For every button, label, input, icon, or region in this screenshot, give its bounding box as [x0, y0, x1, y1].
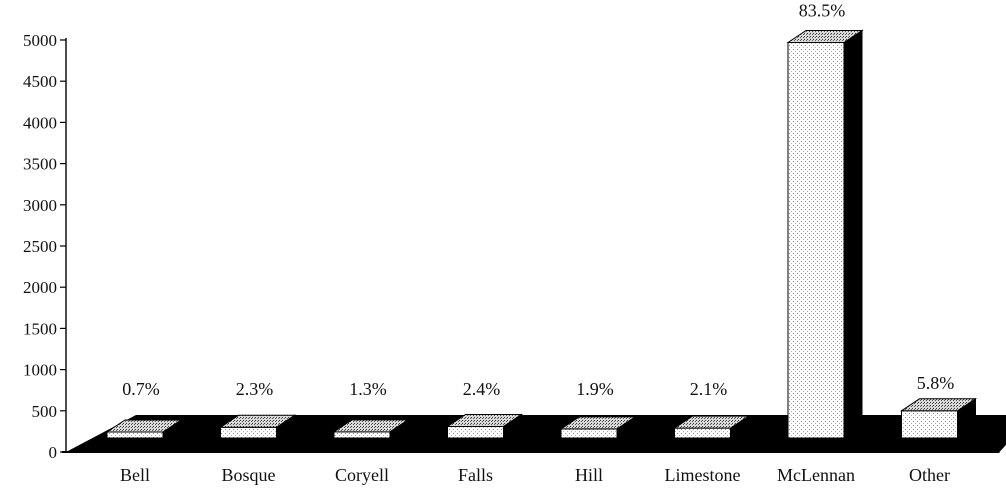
bar-other	[899, 397, 978, 439]
bar-falls	[445, 413, 524, 439]
x-axis-labels: Bell Bosque Coryell Falls Hill Limestone McLen…	[120, 465, 950, 485]
bar-hill	[559, 416, 637, 439]
bar-top	[672, 415, 751, 429]
x-tick-label: Falls	[458, 465, 493, 485]
data-label-bell: 0.7%	[122, 379, 160, 399]
bar-top	[445, 413, 524, 427]
bar-front	[674, 427, 731, 439]
x-tick-label: Coryell	[335, 465, 389, 485]
bar-top	[559, 416, 637, 430]
y-tick-label: 0	[49, 443, 58, 462]
x-tick-label: Limestone	[665, 465, 741, 485]
y-tick-label: 4500	[23, 72, 57, 91]
bar-limestone	[672, 415, 751, 439]
x-tick-label: Other	[909, 465, 950, 485]
y-tick-label: 1500	[23, 319, 57, 338]
y-tick-label: 3000	[23, 196, 57, 215]
data-label-coryell: 1.3%	[349, 379, 387, 399]
bar-front	[106, 431, 164, 439]
bar-front	[220, 426, 277, 439]
data-label-other: 5.8%	[917, 373, 955, 393]
data-label-hill: 1.9%	[576, 379, 614, 399]
bar-top	[105, 419, 183, 433]
x-tick-label: Hill	[575, 465, 603, 485]
y-tick-label: 2500	[23, 237, 57, 256]
bar-top	[332, 419, 410, 433]
x-tick-label: Bosque	[222, 465, 276, 485]
bar-mclennan	[786, 29, 864, 439]
bar-front	[560, 428, 618, 439]
floor-surface	[66, 415, 1006, 452]
data-labels: 0.7% 2.3% 1.3% 2.4% 1.9% 2.1% 83.5% 5.8%	[122, 0, 954, 399]
bar-bell	[105, 419, 183, 439]
bar-front	[901, 410, 958, 439]
chart-floor	[62, 415, 1006, 453]
data-label-limestone: 2.1%	[690, 379, 728, 399]
y-axis: 0 500 1000 1500 2000 2500 3000 3500 4000 4500 5000	[23, 31, 67, 462]
y-tick-label: 5000	[23, 31, 57, 50]
bars	[105, 29, 978, 439]
bar-top	[218, 414, 297, 428]
bar-top	[899, 398, 978, 412]
data-label-bosque: 2.3%	[236, 379, 274, 399]
bar-coryell	[332, 418, 410, 439]
bar-front	[787, 41, 845, 439]
y-tick-label: 1000	[23, 361, 57, 380]
x-tick-label: Bell	[120, 465, 150, 485]
y-tick-label: 2000	[23, 278, 57, 297]
bar-side	[843, 29, 863, 439]
bar-front	[447, 425, 504, 439]
bar-front	[333, 431, 391, 439]
data-label-falls: 2.4%	[463, 379, 501, 399]
data-label-mclennan: 83.5%	[799, 0, 846, 20]
y-tick-label: 500	[32, 402, 58, 421]
y-tick-label: 4000	[23, 113, 57, 132]
bar-bosque	[218, 414, 297, 439]
y-tick-label: 3500	[23, 155, 57, 174]
x-tick-label: McLennan	[777, 465, 855, 485]
bar-top	[786, 29, 864, 43]
